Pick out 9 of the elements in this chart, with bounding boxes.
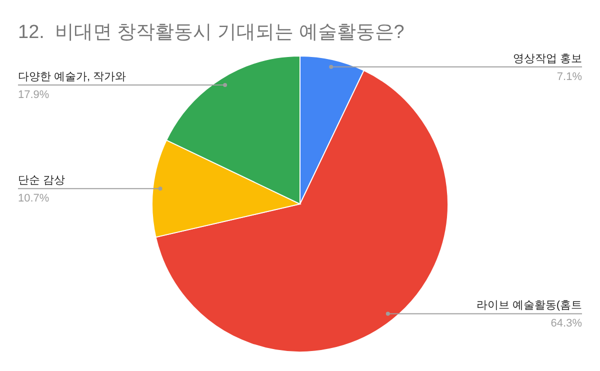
slice-label: 다양한 예술가, 작가와 xyxy=(18,71,126,84)
data-label: 17.9% xyxy=(18,89,50,102)
slice-label: 영상작업 홍보 xyxy=(512,52,582,65)
data-label: 10.7% xyxy=(18,192,50,205)
slice-label: 라이브 예술활동(홈트 xyxy=(476,300,582,312)
slice-label: 단순 감상 xyxy=(18,174,66,187)
data-label: 7.1% xyxy=(556,70,582,83)
chart-title: 12. 비대면 창작활동시 기대되는 예술활동은? xyxy=(18,22,404,43)
data-label: 64.3% xyxy=(550,318,582,330)
